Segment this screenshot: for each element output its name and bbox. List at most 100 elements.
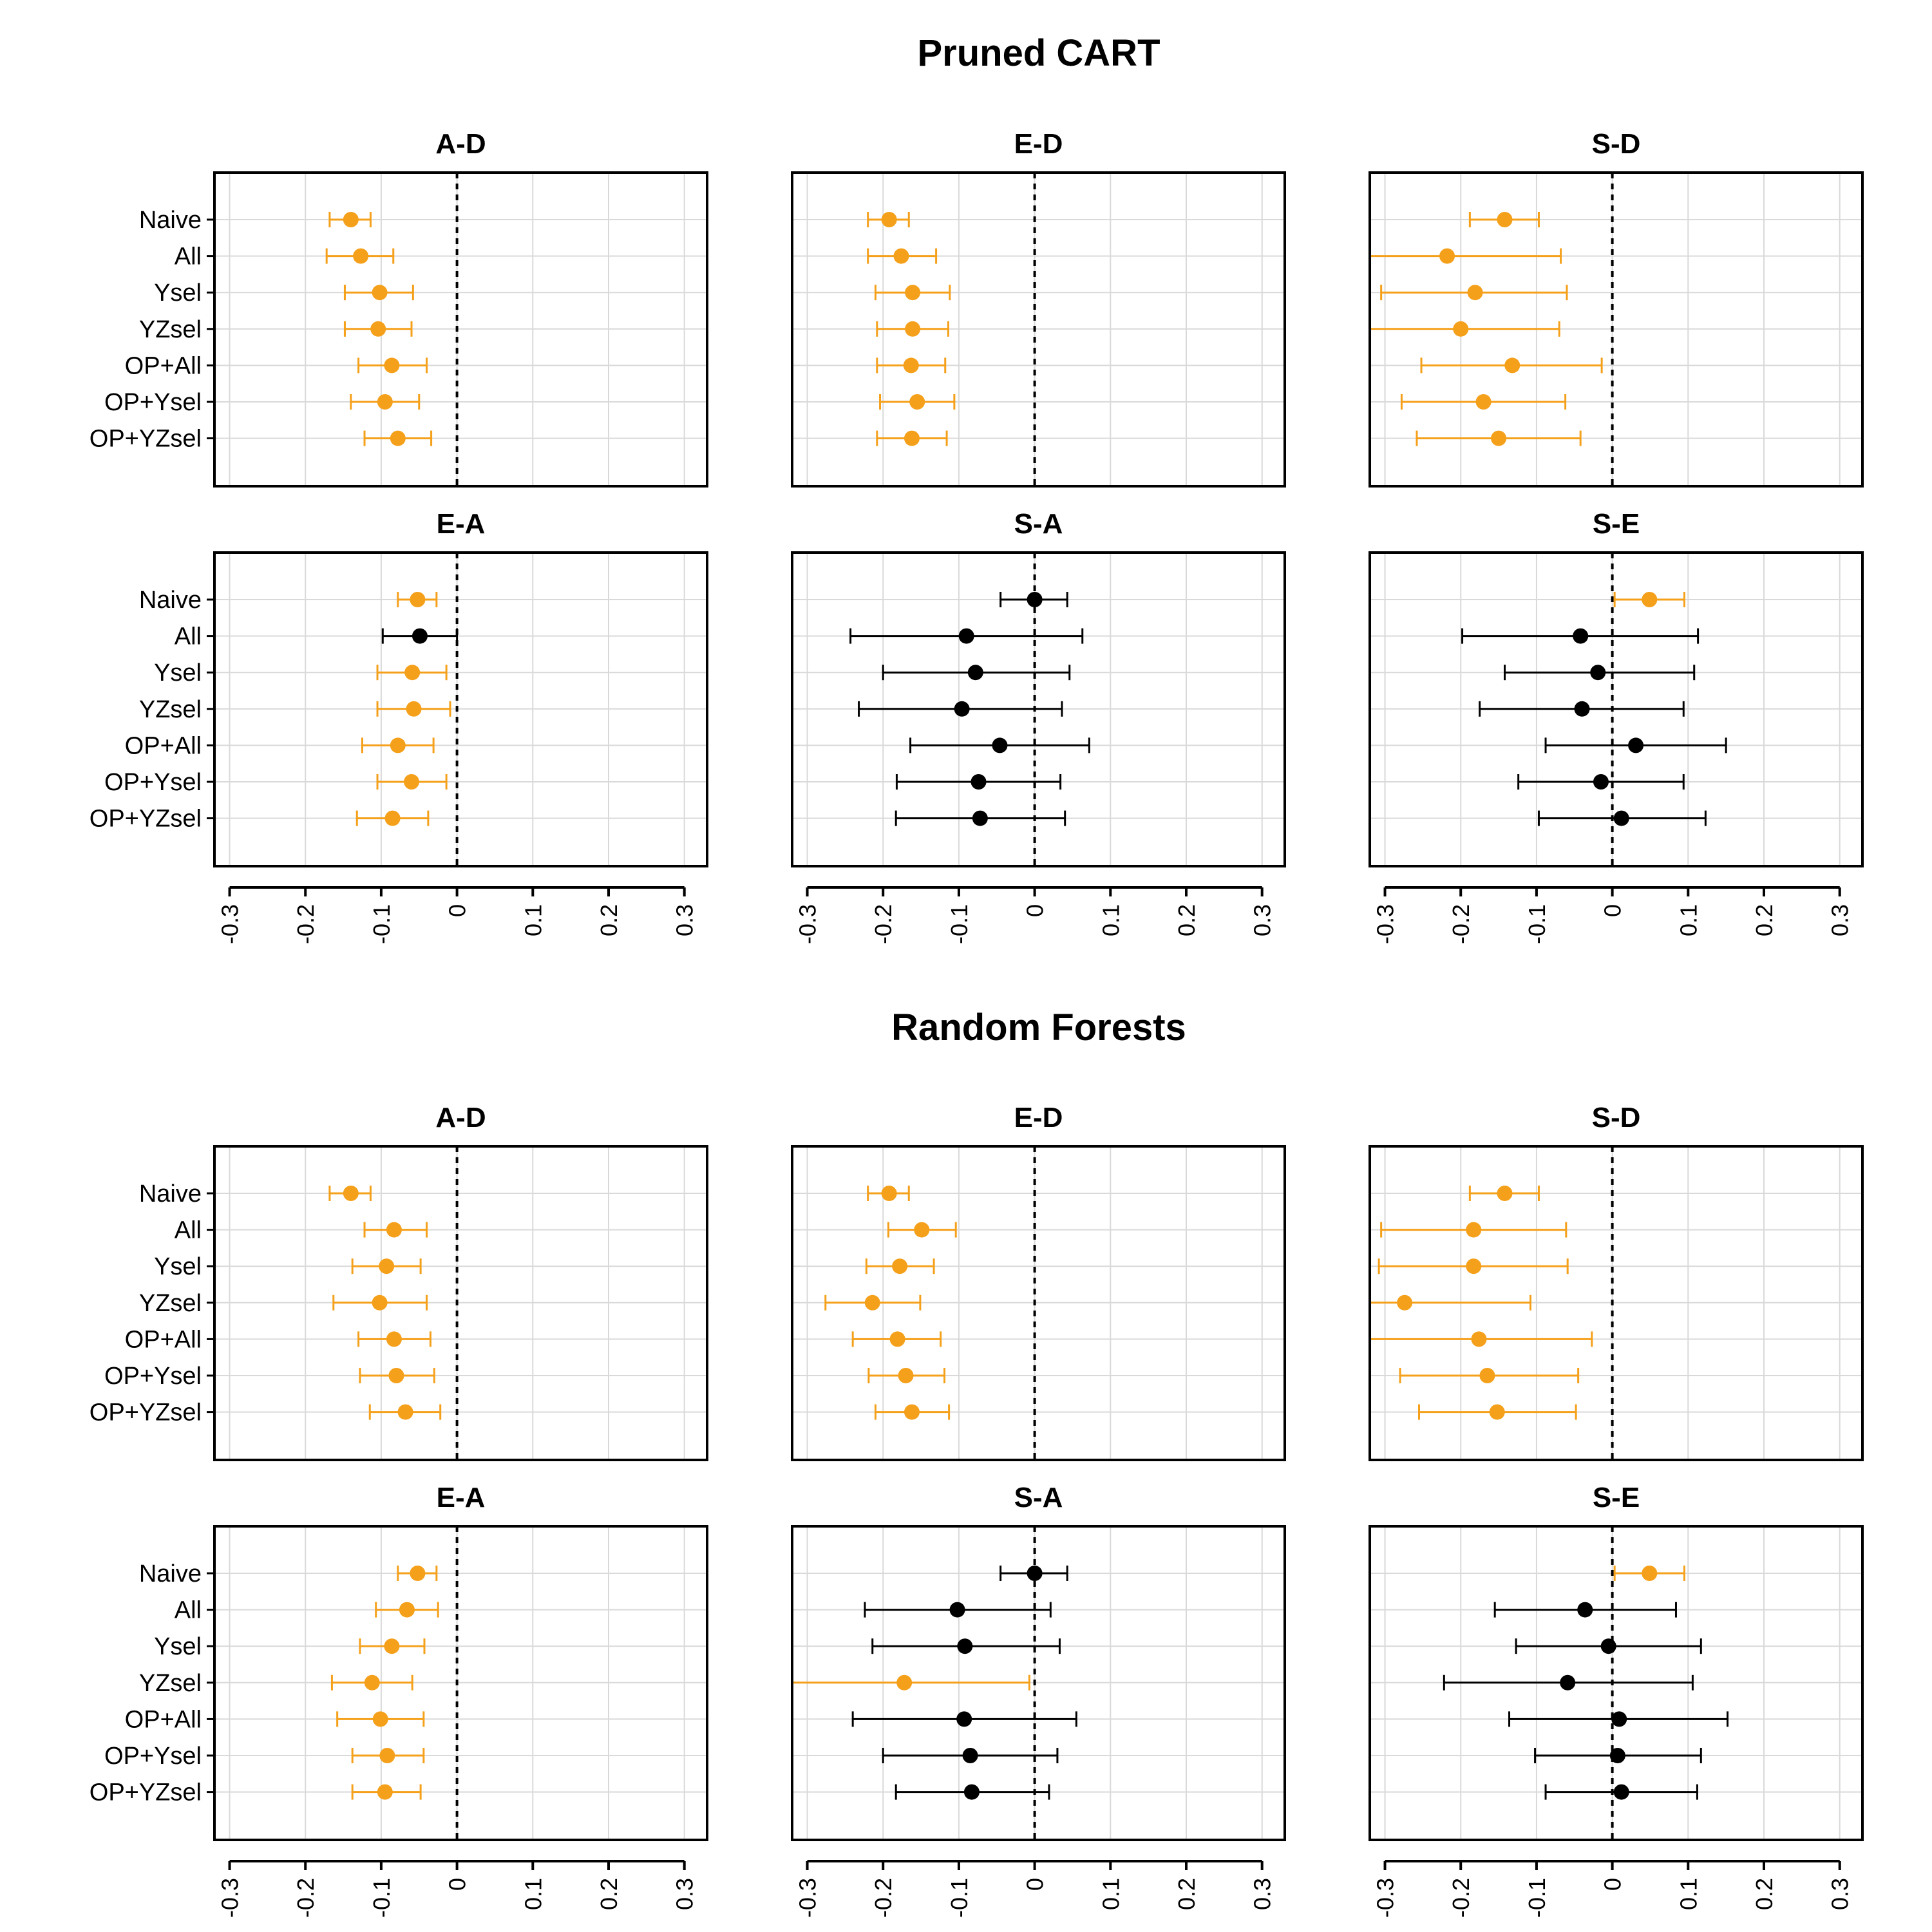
panel-s-a: S-A [791,1482,1286,1841]
panel-border [1368,1525,1864,1841]
point-estimate [963,1784,980,1800]
x-tick-label: 0.3 [1827,1878,1853,1910]
estimate-ysel [376,665,448,681]
x-axis: -0.3 -0.2 -0.1 0 0.1 0.2 0.3 [795,1860,1276,1918]
x-tick-label: 0.2 [596,904,622,936]
panel-data [355,592,459,826]
point-estimate [1439,248,1455,264]
panel-data [1443,1566,1729,1800]
point-estimate [1628,737,1644,753]
estimate-all [381,628,459,644]
estimate-naive [397,592,438,607]
estimate-op-yzsel [895,810,1066,826]
estimate-op-ysel [867,1368,946,1383]
panel-data [328,1186,442,1420]
gridlines [792,173,1285,486]
estimate-yzsel [332,1294,428,1311]
panel-data [325,212,433,446]
point-estimate [971,774,987,790]
point-estimate [386,1331,402,1347]
panel-title: A-D [435,128,486,160]
x-tick-label: 0.2 [1173,904,1200,936]
estimate-op-all [1370,1331,1593,1347]
point-estimate [379,1258,395,1274]
x-axis: -0.3 -0.2 -0.1 0 0.1 0.2 0.3 [1372,1860,1853,1918]
estimate-naive [328,212,372,227]
point-estimate [384,357,400,374]
x-tick-label: 0.1 [1675,1878,1701,1910]
y-tick-label: OP+Ysel [104,1743,202,1770]
estimate-naive [999,1566,1068,1581]
point-estimate [1504,357,1520,374]
point-estimate [864,1294,880,1311]
panel-border [1368,551,1864,867]
estimate-op-yzsel [368,1404,442,1420]
x-tick-label: -0.1 [1524,904,1550,944]
estimate-op-all [1544,737,1727,753]
x-tick-label: -0.2 [870,1878,896,1918]
estimate-all [1370,248,1562,264]
estimate-op-ysel [1399,1368,1580,1383]
estimate-op-all [357,1331,431,1347]
x-tick-label: 0 [1022,904,1048,917]
x-tick-label: 0.1 [520,904,546,936]
estimate-op-yzsel [1537,810,1707,826]
gridlines [792,1146,1285,1460]
point-estimate [881,212,897,227]
y-tick-label: YZsel [139,1290,202,1317]
estimate-yzsel [1370,1294,1532,1311]
point-estimate [1491,430,1507,446]
x-tick-label: 0.2 [1751,1878,1777,1910]
estimate-op-ysel [350,394,421,410]
x-tick-label: 0 [1022,1878,1048,1891]
panel-border [791,1145,1286,1461]
y-tick-label: Naive [139,1560,202,1587]
x-tick-label: 0.3 [1249,904,1276,936]
y-tick-label: OP+YZsel [90,806,202,833]
estimate-op-ysel [376,774,448,790]
x-axis: -0.3 -0.2 -0.1 0 0.1 0.2 0.3 [217,1860,698,1918]
x-tick-label: 0.2 [1173,1878,1200,1910]
x-axis: -0.3 -0.2 -0.1 0 0.1 0.2 0.3 [795,886,1276,944]
point-estimate [390,737,406,753]
estimate-yzsel [1443,1674,1694,1690]
point-estimate [399,1602,415,1618]
panel-s-e: S-E [1368,508,1864,867]
x-tick-label: -0.2 [870,904,896,944]
point-estimate [1574,701,1590,717]
estimate-ysel [359,1638,426,1654]
estimate-all [887,1222,957,1238]
y-tick-label: OP+YZsel [90,1779,202,1806]
estimate-op-ysel [879,394,956,410]
point-estimate [404,774,419,790]
point-estimate [1466,1222,1482,1238]
gridlines [214,1146,707,1460]
panel-title: S-D [1592,128,1641,160]
point-estimate [881,1186,897,1201]
point-estimate [1573,628,1589,644]
estimate-all [1493,1602,1677,1618]
point-estimate [962,1748,978,1763]
estimate-op-all [357,357,428,374]
estimate-ysel [351,1258,422,1274]
point-estimate [1600,1638,1616,1654]
x-tick-label: -0.1 [946,904,972,944]
panel-border [1368,171,1864,488]
panel-border [791,551,1286,867]
x-tick-label: -0.2 [1448,1878,1474,1918]
estimate-op-yzsel [1418,1404,1577,1420]
x-tick-label: 0.2 [1751,904,1777,936]
point-estimate [1489,1404,1505,1420]
estimate-naive [1613,1566,1685,1581]
estimate-op-ysel [1534,1748,1702,1763]
point-estimate [353,248,369,264]
estimate-naive [867,1186,910,1201]
x-tick-label: 0.1 [1097,904,1124,936]
x-tick-label: -0.3 [217,904,243,944]
x-tick-label: -0.1 [946,1878,972,1918]
estimate-naive [1468,1186,1540,1201]
x-tick-label: -0.1 [368,904,395,944]
estimate-op-all [851,1331,942,1347]
panel-title: E-A [437,1482,486,1513]
